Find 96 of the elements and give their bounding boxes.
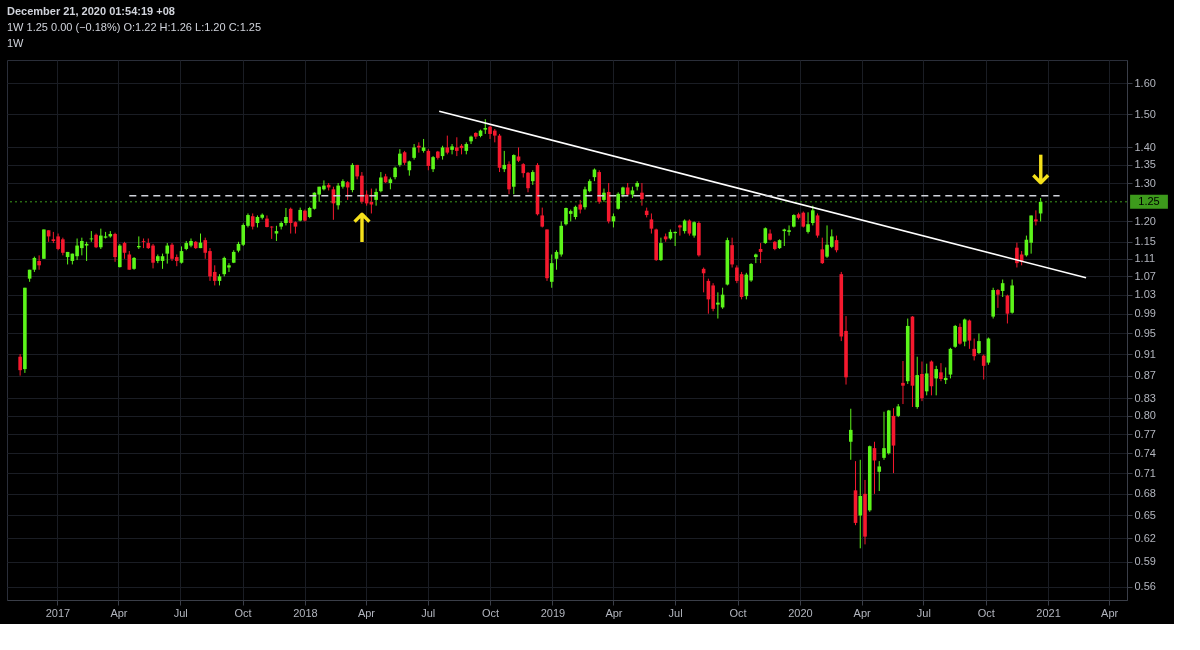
x-tick-label: Apr — [1101, 606, 1119, 619]
x-tick-label: Apr — [357, 606, 376, 619]
x-tick-label: Jul — [173, 606, 188, 619]
candlestick — [374, 188, 378, 207]
candlestick — [939, 362, 943, 382]
candlestick — [640, 182, 644, 207]
x-tick-label: Jul — [916, 606, 931, 619]
candlestick — [284, 207, 288, 226]
y-tick-label: 0.83 — [1134, 391, 1156, 404]
candlestick — [673, 231, 677, 247]
annotation: ↓ — [1023, 146, 1058, 193]
y-tick-label: 0.99 — [1134, 307, 1156, 320]
y-tick-label: 0.71 — [1134, 466, 1156, 479]
y-tick-label: 0.95 — [1134, 326, 1156, 339]
candlestick — [526, 171, 530, 193]
candlestick — [972, 338, 976, 361]
candlestick — [222, 256, 227, 277]
candlestick — [901, 360, 905, 405]
candlestick — [730, 237, 734, 269]
candlestick — [89, 230, 94, 243]
candlestick — [649, 212, 654, 235]
y-tick-label: 0.62 — [1134, 531, 1156, 544]
y-tick-label: 1.03 — [1134, 288, 1156, 301]
candlestick — [787, 224, 791, 237]
y-tick-label: 1.30 — [1134, 176, 1156, 189]
y-tick-label: 1.20 — [1134, 214, 1156, 227]
candlestick — [877, 460, 882, 492]
candlestick — [18, 353, 22, 377]
ref-line-label: 1.25 — [1138, 194, 1160, 207]
candlestick — [1015, 242, 1019, 269]
candlestick — [848, 408, 853, 461]
y-tick-label: 0.56 — [1134, 580, 1156, 593]
candlestick — [806, 211, 810, 235]
candlestick — [768, 228, 772, 242]
candlestick — [165, 242, 170, 265]
x-tick-label: Jul — [668, 606, 683, 619]
candlestick — [99, 228, 103, 250]
candlestick — [445, 135, 450, 155]
candlestick — [996, 288, 1000, 309]
candlestick — [84, 241, 89, 262]
x-tick-label: Jul — [421, 606, 436, 619]
x-tick-label: Oct — [977, 606, 995, 619]
candlestick — [924, 363, 929, 396]
candlestick — [953, 324, 957, 349]
candlestick — [659, 237, 663, 262]
candlestick — [379, 171, 383, 193]
y-tick-label: 1.15 — [1134, 235, 1156, 248]
candlestick — [711, 282, 715, 312]
x-tick-label: 2018 — [293, 606, 318, 619]
candlestick — [455, 136, 459, 157]
x-tick-label: 2019 — [540, 606, 566, 619]
chart-title: 1W 1.25 0.00 (−0.18%) O:1.22 H:1.26 L:1.20 C:1.25 — [7, 21, 262, 33]
candlestick — [141, 237, 146, 249]
candlestick — [678, 224, 682, 237]
candlestick — [118, 243, 122, 269]
candlestick — [1034, 209, 1038, 226]
y-tick-label: 1.35 — [1134, 158, 1156, 171]
y-tick-label: 1.50 — [1134, 107, 1156, 120]
candlestick — [858, 459, 863, 549]
candlestick — [716, 291, 720, 320]
x-tick-label: Oct — [729, 606, 747, 619]
x-tick-label: Apr — [605, 606, 623, 619]
y-tick-label: 0.65 — [1134, 508, 1156, 521]
y-tick-label: 0.91 — [1134, 347, 1156, 360]
y-tick-label: 0.59 — [1134, 555, 1156, 568]
x-tick-label: Apr — [110, 606, 128, 619]
y-tick-label: 0.74 — [1134, 446, 1156, 459]
y-tick-label: 0.68 — [1134, 487, 1156, 500]
candlestick — [977, 332, 981, 355]
y-tick-label: 1.07 — [1134, 269, 1156, 282]
text: December 21, 2020 01:54:19 +08 — [7, 5, 175, 17]
x-tick-label: Oct — [234, 606, 252, 619]
y-tick-label: 1.40 — [1134, 140, 1156, 153]
x-tick-label: Apr — [853, 606, 872, 619]
candlestick — [113, 232, 117, 263]
chart-subtitle: 1W — [7, 37, 25, 49]
y-tick-label: 1.60 — [1134, 76, 1156, 89]
candlestick — [469, 135, 473, 145]
candlestick — [934, 365, 939, 396]
candlestick — [369, 188, 374, 214]
y-tick-label: 1.11 — [1134, 252, 1156, 265]
candlestick — [820, 237, 825, 265]
candlestick — [502, 150, 507, 173]
candlestick — [602, 188, 606, 203]
x-tick-label: 2017 — [45, 606, 71, 619]
y-tick-label: 0.87 — [1134, 369, 1156, 382]
candlestick — [37, 254, 41, 271]
candlestick — [549, 253, 554, 289]
y-tick-label: 0.77 — [1134, 427, 1156, 440]
y-tick-label: 0.80 — [1134, 409, 1156, 422]
annotation: ↑ — [345, 204, 379, 251]
candlestick — [958, 322, 962, 346]
x-tick-label: 2020 — [788, 606, 813, 619]
x-tick-label: 2021 — [1036, 606, 1061, 619]
x-tick-label: Oct — [481, 606, 500, 619]
candlestick — [450, 143, 454, 155]
